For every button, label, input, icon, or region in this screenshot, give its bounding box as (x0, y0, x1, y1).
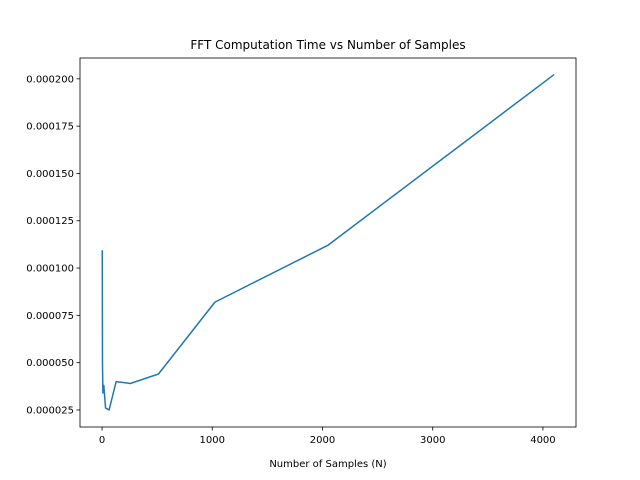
y-tick-label: 0.000150 (26, 169, 74, 180)
x-axis: 0 1000 2000 3000 4000 (99, 427, 556, 446)
x-tick-label: 3000 (420, 435, 445, 446)
x-tick-label: 1000 (200, 435, 225, 446)
series-line-0 (101, 73, 555, 411)
y-tick-label: 0.000125 (26, 216, 74, 227)
y-tick-label: 0.000175 (26, 122, 74, 133)
axes-frame (79, 57, 577, 428)
y-axis: 0.000025 0.000050 0.000075 0.000100 0.000125… (26, 74, 80, 416)
y-tick-label: 0.000025 (26, 405, 74, 416)
y-tick-label: 0.000050 (26, 358, 74, 369)
chart-title: FFT Computation Time vs Number of Sample… (190, 38, 465, 52)
x-tick-label: 2000 (310, 435, 335, 446)
x-tick-label: 0 (99, 435, 105, 446)
y-tick-label: 0.000200 (26, 74, 74, 85)
y-tick-label: 0.000075 (26, 311, 74, 322)
plot-area (79, 57, 577, 428)
x-axis-title: Number of Samples (N) (269, 459, 386, 470)
series-layer (101, 73, 555, 411)
y-tick-label: 0.000100 (26, 264, 74, 275)
x-tick-label: 4000 (530, 435, 555, 446)
